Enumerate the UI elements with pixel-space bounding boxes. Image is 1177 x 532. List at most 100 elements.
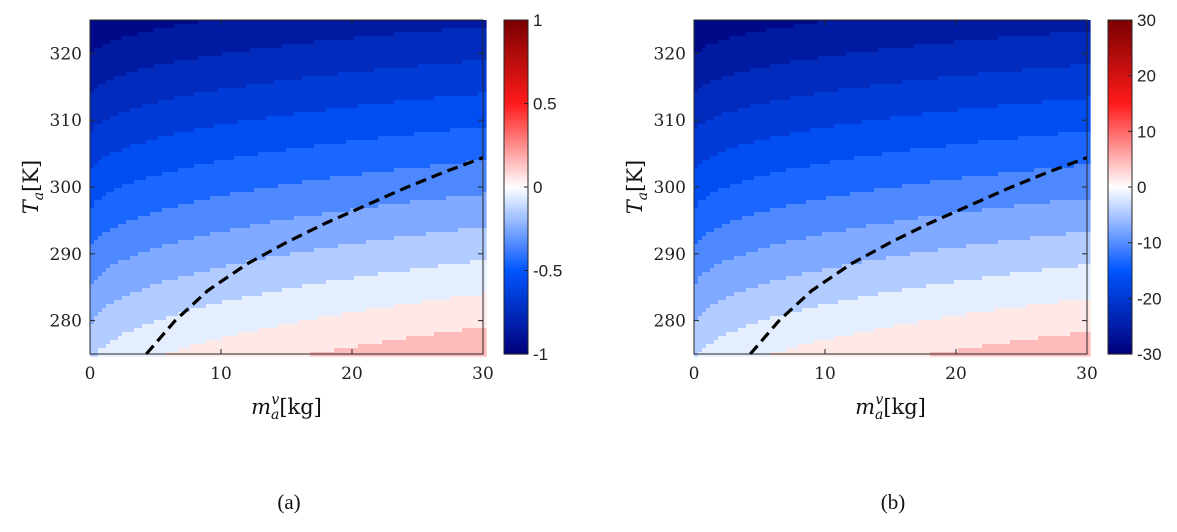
contour-cell [310, 64, 315, 69]
contour-cell [138, 148, 143, 153]
contour-cell [122, 196, 127, 201]
contour-cell [102, 316, 107, 321]
contour-cell [210, 296, 215, 301]
contour-cell [322, 40, 327, 45]
contour-cell [150, 248, 155, 253]
contour-cell [110, 244, 115, 249]
contour-cell [102, 40, 107, 45]
contour-cell [294, 48, 299, 53]
contour-cell [310, 328, 315, 333]
contour-cell [250, 224, 255, 229]
contour-cell [166, 192, 171, 197]
contour-cell [134, 320, 139, 325]
contour-cell [230, 92, 235, 97]
contour-cell [310, 316, 315, 321]
contour-cell [150, 116, 155, 121]
contour-cell [162, 288, 167, 293]
contour-cell [182, 80, 187, 85]
contour-cell [262, 276, 267, 281]
contour-cell [170, 72, 175, 77]
contour-cell [242, 184, 247, 189]
contour-cell [278, 232, 283, 237]
contour-cell [158, 292, 163, 297]
contour-cell [138, 280, 143, 285]
contour-cell [254, 268, 259, 273]
contour-cell [142, 264, 147, 269]
contour-cell [198, 340, 203, 345]
contour-cell [110, 240, 115, 245]
contour-cell [318, 208, 323, 213]
contour-cell [214, 104, 219, 109]
contour-cell [94, 300, 99, 305]
contour-cell [182, 164, 187, 169]
contour-cell [178, 216, 183, 221]
contour-cell [306, 304, 311, 309]
contour-cell [318, 288, 323, 293]
contour-cell [278, 28, 283, 33]
contour-cell [298, 344, 303, 349]
contour-cell [306, 220, 311, 225]
contour-cell [186, 288, 191, 293]
contour-cell [234, 192, 239, 197]
contour-cell [230, 72, 235, 77]
contour-cell [238, 260, 243, 265]
contour-cell [114, 304, 119, 309]
contour-cell [270, 344, 275, 349]
contour-cell [142, 60, 147, 65]
contour-cell [218, 104, 223, 109]
contour-cell [158, 340, 163, 345]
contour-cell [110, 88, 115, 93]
contour-cell [130, 156, 135, 161]
contour-cell [154, 296, 159, 301]
contour-cell [310, 172, 315, 177]
contour-cell [146, 72, 151, 77]
contour-cell [182, 156, 187, 161]
contour-cell [186, 276, 191, 281]
contour-cell [274, 20, 279, 25]
contour-cell [290, 212, 295, 217]
contour-cell [262, 76, 267, 81]
contour-cell [138, 212, 143, 217]
contour-cell [246, 240, 251, 245]
contour-cell [170, 172, 175, 177]
contour-cell [194, 216, 199, 221]
contour-cell [322, 100, 327, 105]
contour-cell [198, 288, 203, 293]
contour-cell [318, 224, 323, 229]
contour-cell [258, 24, 263, 29]
contour-cell [246, 300, 251, 305]
contour-cell [258, 100, 263, 105]
contour-cell [94, 176, 99, 181]
contour-cell [238, 204, 243, 209]
contour-cell [110, 220, 115, 225]
contour-cell [238, 128, 243, 133]
contour-cell [294, 316, 299, 321]
contour-cell [150, 276, 155, 281]
contour-cell [294, 176, 299, 181]
contour-cell [214, 196, 219, 201]
contour-cell [182, 148, 187, 153]
contour-cell [282, 228, 287, 233]
contour-cell [186, 292, 191, 297]
contour-cell [154, 332, 159, 337]
contour-cell [318, 56, 323, 61]
contour-cell [130, 180, 135, 185]
contour-cell [110, 168, 115, 173]
contour-cell [254, 216, 259, 221]
contour-cell [114, 168, 119, 173]
contour-cell [138, 264, 143, 269]
contour-cell [102, 208, 107, 213]
contour-cell [242, 148, 247, 153]
contour-cell [94, 100, 99, 105]
contour-cell [166, 44, 171, 49]
contour-cell [258, 348, 263, 353]
contour-cell [242, 76, 247, 81]
contour-cell [198, 300, 203, 305]
contour-cell [174, 136, 179, 141]
contour-cell [170, 264, 175, 269]
contour-cell [310, 212, 315, 217]
contour-cell [234, 64, 239, 69]
contour-cell [90, 124, 95, 129]
contour-cell [142, 248, 147, 253]
contour-cell [98, 72, 103, 77]
